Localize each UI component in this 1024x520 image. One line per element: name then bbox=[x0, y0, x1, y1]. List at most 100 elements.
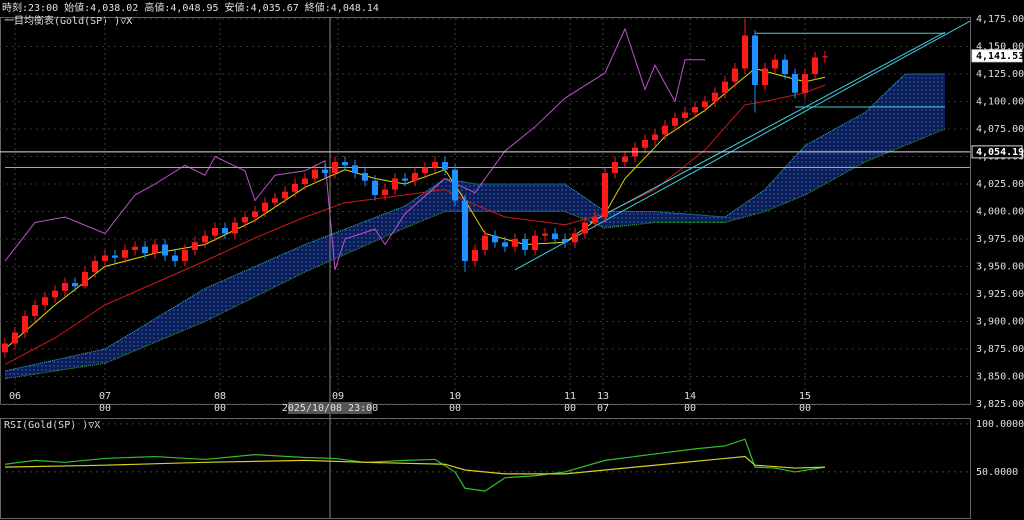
candle-body bbox=[502, 242, 508, 247]
candle-body bbox=[522, 239, 528, 250]
candle-body bbox=[322, 169, 328, 173]
candle-body bbox=[622, 156, 628, 162]
candle-body bbox=[602, 173, 608, 217]
candle-body bbox=[422, 167, 428, 173]
candle-body bbox=[292, 184, 298, 192]
candle-body bbox=[512, 239, 518, 247]
candle-body bbox=[552, 233, 558, 239]
crosshair-label-box bbox=[288, 402, 372, 414]
candle-body bbox=[712, 92, 718, 102]
x-tick-label: 10 bbox=[449, 391, 461, 402]
candle-body bbox=[812, 57, 818, 74]
y-tick-label: 4,125.00 bbox=[976, 69, 1024, 80]
candle-body bbox=[782, 59, 788, 74]
candle-body bbox=[92, 261, 98, 272]
y-tick-label: 4,025.00 bbox=[976, 179, 1024, 190]
y-tick-label: 3,825.00 bbox=[976, 399, 1024, 410]
candle-body bbox=[612, 162, 618, 173]
rsi-line bbox=[4, 438, 826, 492]
x-tick-label: 07 bbox=[99, 391, 111, 402]
y-tick-label: 4,100.00 bbox=[976, 97, 1024, 108]
trend-line bbox=[589, 31, 946, 223]
candle-body bbox=[32, 305, 38, 316]
candle-body bbox=[562, 239, 568, 243]
candle-body bbox=[642, 140, 648, 148]
candle-body bbox=[572, 233, 578, 243]
y-tick-label: 4,150.00 bbox=[976, 42, 1024, 53]
candle-body bbox=[652, 134, 658, 140]
candle-body bbox=[772, 59, 778, 69]
overlay-line bbox=[4, 27, 705, 270]
candle-body bbox=[112, 255, 118, 258]
candle-body bbox=[702, 101, 708, 107]
candle-body bbox=[2, 343, 8, 353]
candle-body bbox=[232, 222, 238, 234]
y-tick-label: 4,175.00 bbox=[976, 14, 1024, 25]
rsi-panel-frame bbox=[0, 418, 971, 519]
candle-body bbox=[792, 74, 798, 93]
candle-body bbox=[152, 244, 158, 254]
y-tick-label: 100.0000 bbox=[976, 419, 1024, 430]
candle-body bbox=[692, 107, 698, 113]
candle-body bbox=[432, 162, 438, 168]
x-subtick-label: 00 bbox=[799, 403, 811, 414]
cloud-lower bbox=[4, 128, 946, 380]
price-label-box bbox=[971, 145, 1023, 159]
candle-body bbox=[302, 178, 308, 184]
candle-body bbox=[202, 235, 208, 243]
candle-body bbox=[222, 228, 228, 234]
candle-body bbox=[252, 211, 258, 217]
crosshair-label: 2025/10/08 23:00 bbox=[282, 403, 378, 414]
rsi-line bbox=[4, 455, 826, 475]
candle-body bbox=[582, 222, 588, 234]
x-subtick-label: 00 bbox=[684, 403, 696, 414]
candle-body bbox=[752, 35, 758, 85]
price-label: 4,141.53 bbox=[976, 51, 1024, 62]
candle-body bbox=[272, 198, 278, 203]
x-tick-label: 09 bbox=[332, 391, 344, 402]
candle-body bbox=[402, 178, 408, 181]
candle-body bbox=[342, 162, 348, 166]
candle-body bbox=[532, 235, 538, 250]
y-tick-label: 3,900.00 bbox=[976, 317, 1024, 328]
x-subtick-label: 00 bbox=[214, 403, 226, 414]
trend-line bbox=[514, 20, 971, 271]
candle-body bbox=[372, 180, 378, 195]
x-subtick-label: 00 bbox=[564, 403, 576, 414]
candle-body bbox=[52, 290, 58, 298]
y-tick-label: 3,875.00 bbox=[976, 344, 1024, 355]
x-tick-label: 11 bbox=[564, 391, 576, 402]
indicator-label: 一目均衡表(Gold(SP) )▽X bbox=[4, 14, 132, 27]
candle-body bbox=[742, 35, 748, 69]
candle-body bbox=[62, 283, 68, 291]
y-tick-label: 3,975.00 bbox=[976, 234, 1024, 245]
cloud-fill bbox=[5, 74, 945, 379]
candle-body bbox=[722, 81, 728, 93]
ohlc-header: 時刻:23:00 始値:4,038.02 高値:4,048.95 安値:4,03… bbox=[2, 1, 379, 14]
candle-body bbox=[22, 316, 28, 333]
candle-body bbox=[362, 173, 368, 181]
y-tick-label: 3,850.00 bbox=[976, 372, 1024, 383]
candle-body bbox=[382, 189, 388, 195]
y-tick-label: 3,925.00 bbox=[976, 289, 1024, 300]
candle-body bbox=[542, 233, 548, 236]
candle-body bbox=[82, 272, 88, 287]
candle-body bbox=[262, 202, 268, 212]
candle-body bbox=[142, 246, 148, 254]
candle-body bbox=[312, 169, 318, 179]
candle-body bbox=[352, 165, 358, 173]
candle-body bbox=[762, 68, 768, 85]
candle-body bbox=[242, 217, 248, 223]
x-tick-label: 15 bbox=[799, 391, 811, 402]
candle-body bbox=[822, 56, 828, 58]
candle-body bbox=[72, 283, 78, 287]
y-tick-label: 3,950.00 bbox=[976, 262, 1024, 273]
price-label-box bbox=[971, 49, 1023, 63]
x-tick-label: 06 bbox=[9, 391, 21, 402]
y-tick-label: 4,000.00 bbox=[976, 207, 1024, 218]
y-tick-label: 50.0000 bbox=[976, 467, 1018, 478]
candle-body bbox=[102, 255, 108, 261]
candle-body bbox=[492, 235, 498, 243]
